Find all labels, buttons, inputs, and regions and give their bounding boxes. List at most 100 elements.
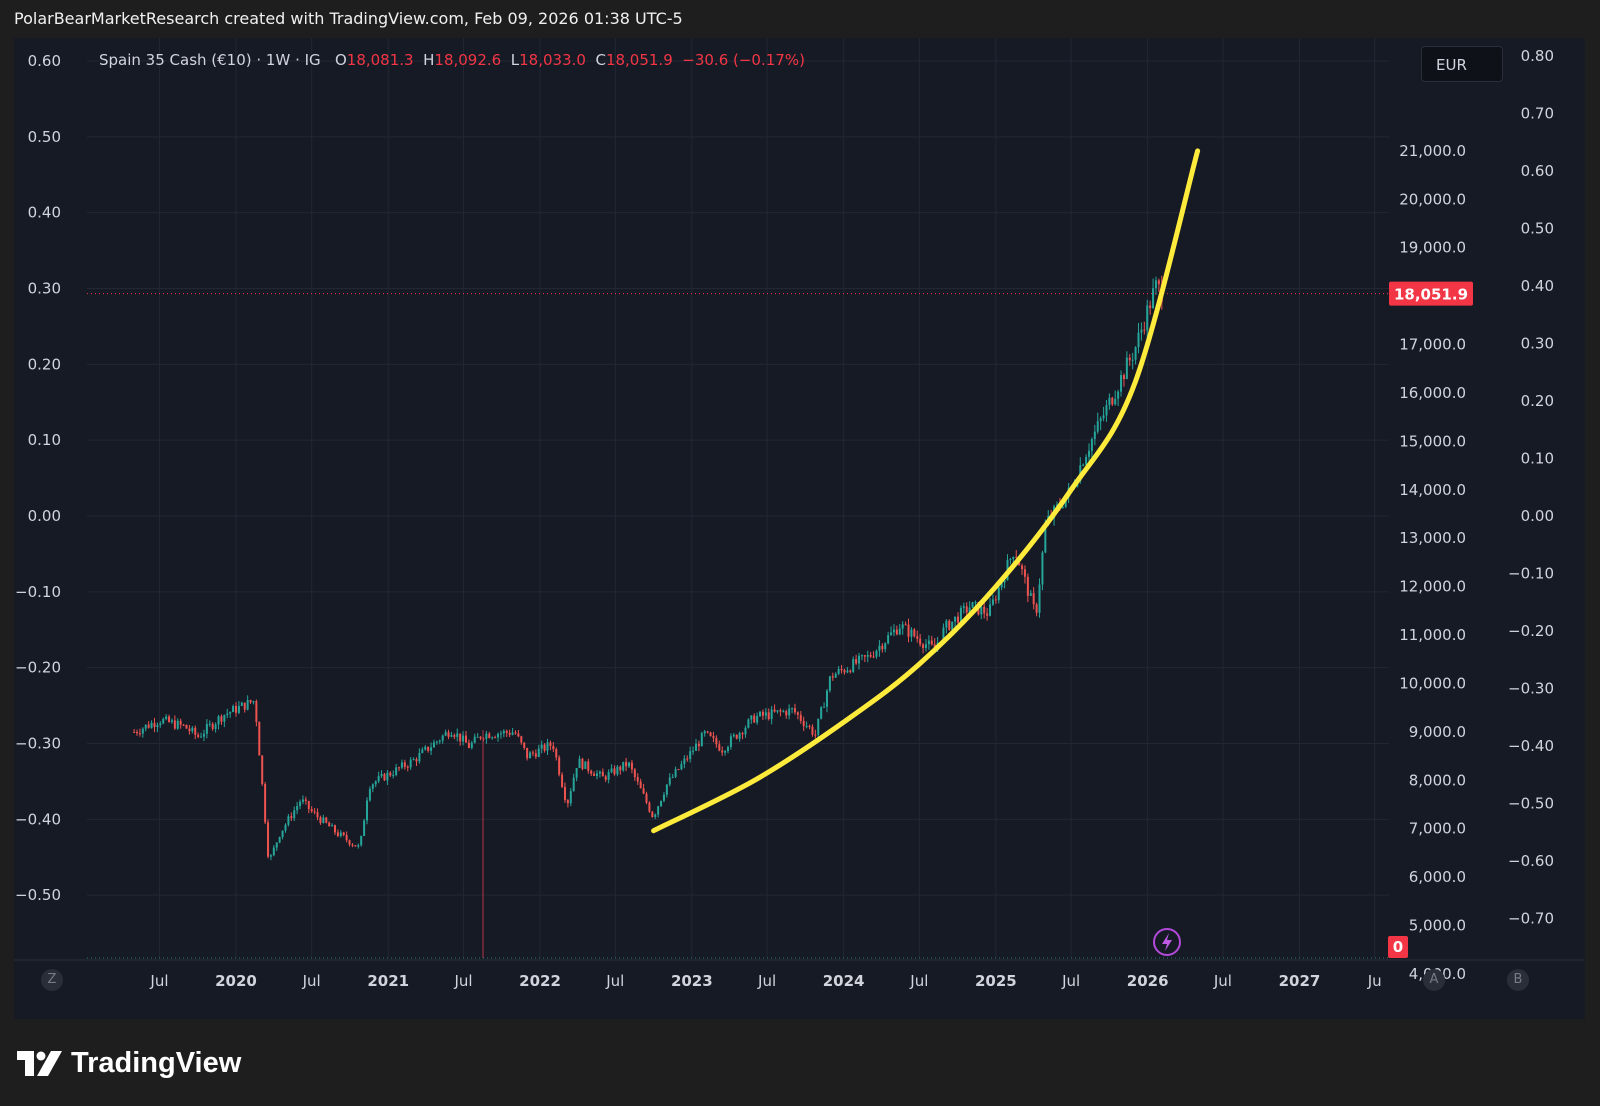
candle-body xyxy=(371,784,374,789)
candle-body xyxy=(336,832,339,836)
scale-z-button[interactable]: Z xyxy=(41,969,63,991)
candle-body xyxy=(200,736,203,738)
candle-body xyxy=(147,724,150,728)
candle-body xyxy=(144,724,147,729)
candle-body xyxy=(677,769,680,771)
chart-svg[interactable]: Jul 2020 Jul 2021 Jul 2022 Jul 2023 Jul 2024 Jul 20… xyxy=(14,38,1585,1019)
candle-body xyxy=(188,728,191,732)
candle-body xyxy=(1029,593,1032,596)
candle-body xyxy=(828,676,831,691)
candle-body xyxy=(1082,464,1085,466)
candle-body xyxy=(858,655,861,664)
candle-body xyxy=(831,676,834,678)
candle-body xyxy=(834,673,837,678)
candle-body xyxy=(607,772,610,780)
candle-body xyxy=(814,734,817,736)
candle-body xyxy=(785,711,788,716)
candle-body xyxy=(712,736,715,739)
candle-body xyxy=(767,712,770,720)
candle-body xyxy=(680,763,683,770)
candle-body xyxy=(296,806,299,811)
price-axis-label: 8,000.0 xyxy=(1409,771,1466,789)
candle-body xyxy=(526,747,529,759)
outer-axis-label: −0.50 xyxy=(1508,795,1554,813)
candle-body xyxy=(927,640,930,645)
scale-b-button[interactable]: B xyxy=(1507,969,1529,991)
candle-body xyxy=(581,758,584,769)
candle-body xyxy=(980,606,983,615)
left-axis-label: 0.00 xyxy=(28,507,61,525)
auto-scale-button[interactable]: A xyxy=(1423,969,1445,991)
candle-body xyxy=(1140,329,1143,333)
price-axis-label: 15,000.0 xyxy=(1399,432,1466,450)
candle-body xyxy=(616,766,619,775)
price-axis-label: 17,000.0 xyxy=(1399,336,1466,354)
candle-body xyxy=(697,743,700,747)
candle-body xyxy=(502,730,505,734)
candle-body xyxy=(738,732,741,739)
candle-body xyxy=(214,724,217,729)
tradingview-brand[interactable]: TradingView xyxy=(17,1047,241,1080)
candle-body xyxy=(901,624,904,629)
candle-body xyxy=(1146,305,1149,331)
candle-body xyxy=(1134,347,1137,360)
candle-body xyxy=(1090,439,1093,451)
candle-body xyxy=(1157,280,1160,285)
candle-body xyxy=(287,816,290,825)
candle-body xyxy=(435,741,438,743)
candle-body xyxy=(418,752,421,762)
price-axis-label: 5,000.0 xyxy=(1409,917,1466,935)
candle-body xyxy=(331,825,334,827)
candle-body xyxy=(683,758,686,764)
candle-body xyxy=(1108,397,1111,406)
ohlc-legend: Spain 35 Cash (€10) · 1W · IG O18,081.3 … xyxy=(99,51,805,69)
last-price-tag-bg xyxy=(1389,281,1473,306)
candle-body xyxy=(715,738,718,745)
candle-body xyxy=(1111,397,1114,405)
change-value: −30.6 (−0.17%) xyxy=(682,51,805,69)
candle-body xyxy=(444,732,447,736)
candle-body xyxy=(156,724,159,727)
lightning-icon-ring xyxy=(1153,928,1181,956)
x-tick-label: 2024 xyxy=(823,972,865,990)
candle-body xyxy=(508,732,511,735)
candle-body xyxy=(759,711,762,717)
chart-frame[interactable]: Jul 2020 Jul 2021 Jul 2022 Jul 2023 Jul 2024 Jul 20… xyxy=(14,38,1585,1019)
candle-body xyxy=(628,762,631,767)
candle-body xyxy=(441,735,444,741)
candle-body xyxy=(703,731,706,734)
candle-body xyxy=(706,731,709,733)
x-tick-label: Ju xyxy=(1367,972,1382,990)
candle-body xyxy=(776,710,779,712)
candle-body xyxy=(572,777,575,792)
candle-body xyxy=(1035,604,1038,613)
candle-body xyxy=(377,776,380,782)
candle-body xyxy=(959,607,962,623)
candle-body xyxy=(721,750,724,753)
candle-body xyxy=(817,718,820,735)
candle-body xyxy=(150,722,153,728)
candle-body xyxy=(133,731,136,733)
candle-body xyxy=(217,716,220,725)
symbol-label[interactable]: Spain 35 Cash (€10) · 1W · IG xyxy=(99,51,321,69)
candle-body xyxy=(494,737,497,739)
candle-body xyxy=(753,715,756,723)
candle-body xyxy=(281,830,284,837)
candle-body xyxy=(1122,375,1125,380)
candle-body xyxy=(942,627,945,643)
candle-body xyxy=(138,733,141,735)
candle-body xyxy=(424,746,427,750)
candle-body xyxy=(202,733,205,737)
candle-body xyxy=(284,824,287,831)
candle-body xyxy=(505,730,508,733)
candle-body xyxy=(342,832,345,836)
currency-selector[interactable]: EUR xyxy=(1421,46,1503,82)
candle-body xyxy=(514,732,517,734)
candle-body xyxy=(729,736,732,748)
trend-curve[interactable] xyxy=(651,148,1201,834)
candle-body xyxy=(208,723,211,725)
candle-body xyxy=(412,759,415,761)
candle-body xyxy=(593,773,596,776)
price-axis-label: 14,000.0 xyxy=(1399,481,1466,499)
candle-body xyxy=(307,801,310,810)
